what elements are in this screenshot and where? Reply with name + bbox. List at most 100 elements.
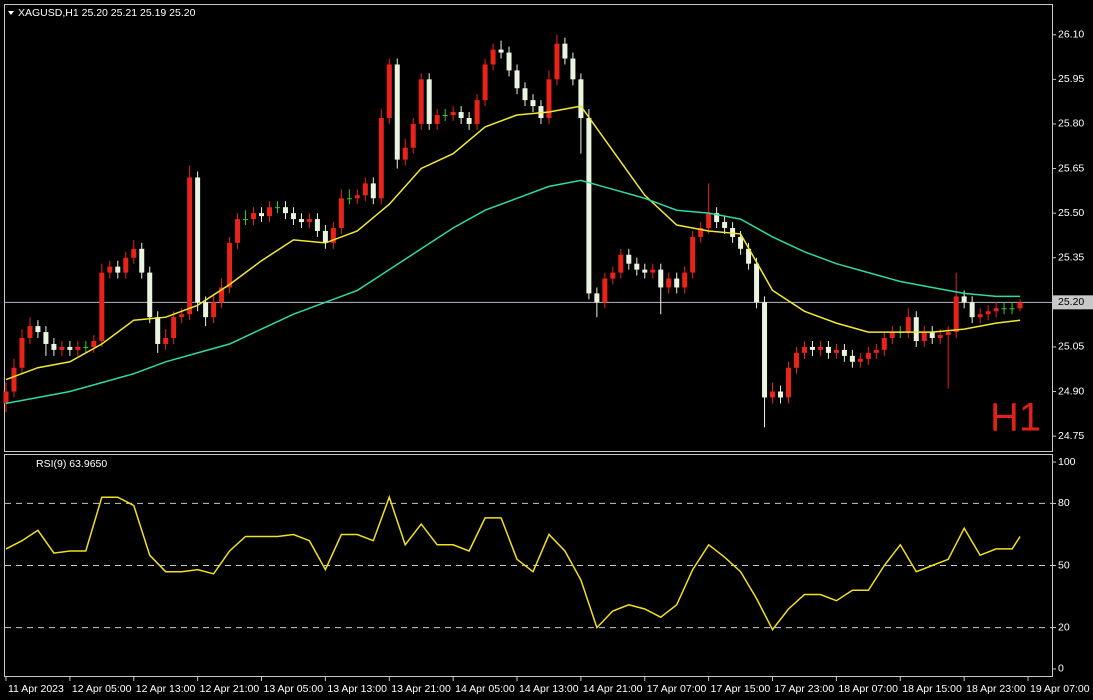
candle-body (809, 346, 815, 350)
menu-arrow[interactable] (8, 11, 14, 15)
candle-body (259, 213, 265, 217)
candle-body (801, 346, 807, 353)
candle-body (474, 100, 480, 124)
candle-body (490, 49, 496, 65)
candle-body (770, 391, 776, 398)
candle-body (522, 88, 528, 101)
candle-body (953, 296, 959, 333)
candle-body (227, 242, 233, 288)
y-tick-label: 25.50 (1058, 207, 1084, 219)
candle-body (682, 272, 688, 288)
candle-body (498, 49, 504, 53)
candle-body (43, 332, 49, 344)
candle-body (362, 183, 368, 196)
candle-body (235, 219, 241, 243)
y-tick-label: 26.10 (1058, 29, 1084, 41)
candle-body (402, 147, 408, 160)
candle-body (714, 213, 720, 223)
candle-body (626, 254, 632, 264)
candle-body (67, 346, 73, 350)
y-tick-label: 100 (1058, 456, 1076, 468)
candle-body (985, 311, 991, 315)
candle-body (594, 293, 600, 303)
candle-body (738, 236, 744, 249)
timeframe-watermark: H1 (990, 396, 1041, 440)
chart-title: XAGUSD,H1 25.20 25.21 25.19 25.20 (18, 7, 196, 19)
candle-body (155, 317, 161, 344)
indicator-line (5, 179, 1021, 405)
x-tick-label: 12 Apr 21:00 (200, 683, 260, 695)
candle-body (961, 296, 967, 303)
x-tick-label: 12 Apr 13:00 (136, 683, 196, 695)
candle-body (817, 346, 823, 350)
candle-body (833, 349, 839, 353)
candle-body (203, 302, 209, 318)
y-tick-label: 25.95 (1058, 73, 1084, 85)
candle-body (3, 391, 9, 404)
candle-body (75, 346, 81, 350)
candle-body (698, 228, 704, 237)
x-tick-label: 19 Apr 07:00 (1030, 683, 1090, 695)
candle-body (1001, 308, 1007, 310)
candle-body (618, 254, 624, 273)
y-tick-label: 50 (1058, 559, 1070, 571)
candle-body (354, 195, 360, 199)
candle-body (642, 269, 648, 273)
candle-body (330, 228, 336, 243)
candle-body (865, 352, 871, 359)
candle-body (514, 70, 520, 89)
candle-body (314, 219, 320, 231)
y-tick-label: 24.90 (1058, 385, 1084, 397)
indicator-line (5, 494, 1021, 631)
candle-body (306, 219, 312, 223)
candle-body (722, 222, 728, 228)
candle-body (913, 317, 919, 341)
candle-body (793, 352, 799, 368)
candle-body (530, 100, 536, 107)
candle-body (786, 367, 792, 398)
candle-body (195, 177, 201, 303)
candle-body (905, 317, 911, 333)
candle-body (378, 117, 384, 199)
candle-body (147, 272, 153, 318)
candle-body (466, 117, 472, 124)
candle-body (139, 248, 145, 273)
candle-body (993, 308, 999, 312)
x-tick-label: 14 Apr 21:00 (583, 683, 643, 695)
y-tick-label: 25.65 (1058, 162, 1084, 174)
x-tick-label: 13 Apr 21:00 (391, 683, 451, 695)
candle-body (131, 248, 137, 258)
candle-body (674, 278, 680, 288)
candle-body (602, 278, 608, 303)
candle-body (650, 269, 656, 273)
candle-body (546, 79, 552, 118)
x-tick-label: 14 Apr 13:00 (519, 683, 579, 695)
candle-body (179, 314, 185, 318)
candle-body (578, 79, 584, 118)
candle-body (282, 207, 288, 214)
candle-body (849, 355, 855, 362)
x-tick-label: 17 Apr 23:00 (775, 683, 835, 695)
x-tick-label: 12 Apr 05:00 (72, 683, 132, 695)
last-price-label: 25.20 (1058, 296, 1084, 308)
candle-body (889, 332, 895, 339)
candle-body (426, 79, 432, 124)
candle-body (338, 198, 344, 228)
x-tick-label: 17 Apr 07:00 (647, 683, 707, 695)
x-tick-label: 13 Apr 05:00 (264, 683, 324, 695)
candle-body (91, 340, 97, 347)
candle-body (921, 332, 927, 341)
candle-body (506, 52, 512, 71)
candle-body (937, 335, 943, 339)
candle-body (945, 332, 951, 336)
candle-body (274, 207, 280, 209)
x-tick-label: 18 Apr 23:00 (966, 683, 1026, 695)
candle-body (51, 343, 57, 350)
candle-body (881, 338, 887, 350)
candle-body (778, 391, 784, 398)
candle-body (929, 332, 935, 339)
last-price-box (1053, 295, 1093, 310)
candle-body (171, 317, 177, 339)
candle-body (841, 349, 847, 356)
